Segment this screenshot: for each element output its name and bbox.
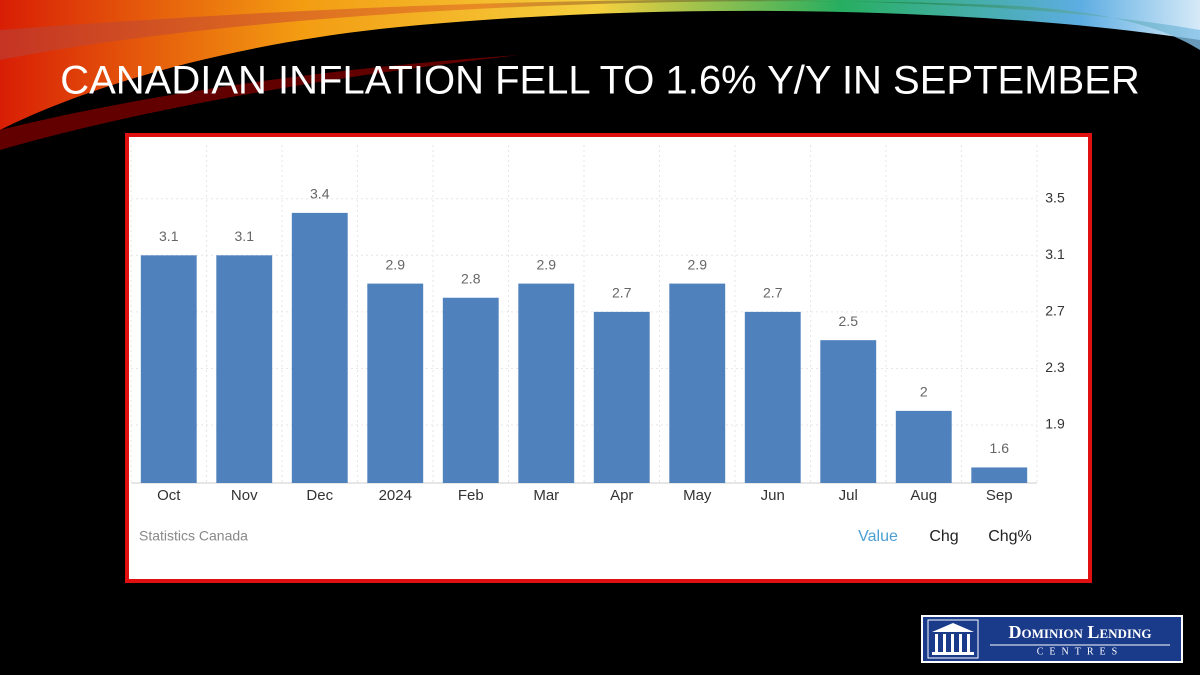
x-tick-label: Jun	[761, 487, 785, 504]
slide-title: CANADIAN INFLATION FELL TO 1.6% Y/Y IN S…	[60, 59, 1140, 103]
x-tick-label: Jul	[839, 487, 858, 504]
y-tick-label: 2.3	[1045, 359, 1065, 375]
bar	[291, 212, 348, 483]
bar	[442, 297, 499, 483]
swoosh	[0, 0, 1200, 130]
swoosh	[0, 0, 1200, 60]
chart: 1.9 2.3 2.7 3.1 3.5 Oct 3.1 Nov 3.1 Dec 3.4 2024 2.9…	[130, 145, 1065, 504]
tab[interactable]: Chg%	[988, 528, 1032, 545]
logo: Dominion Lending CENTRES	[921, 615, 1183, 663]
x-tick-label: Aug	[910, 487, 937, 504]
value-label: 2.8	[461, 270, 481, 286]
x-tick-label: Sep	[986, 487, 1013, 504]
value-label: 2.7	[612, 285, 632, 301]
y-tick-label: 3.1	[1045, 246, 1065, 262]
logo-name: Dominion Lending	[1009, 622, 1152, 642]
value-label: 1.6	[990, 440, 1010, 456]
logo-icon	[932, 623, 974, 655]
x-tick-label: 2024	[379, 487, 412, 504]
bar	[518, 283, 575, 483]
value-label: 2.7	[763, 285, 783, 301]
x-tick-label: Nov	[231, 487, 258, 504]
bar	[895, 410, 952, 483]
bar	[140, 255, 197, 483]
value-label: 2.9	[688, 256, 708, 272]
value-label: 3.1	[235, 228, 255, 244]
y-tick-label: 1.9	[1045, 416, 1065, 432]
bar	[216, 255, 273, 483]
x-tick-label: Feb	[458, 487, 484, 504]
logo-icon	[927, 619, 979, 659]
bar	[744, 311, 801, 483]
value-label: 3.4	[310, 186, 330, 202]
x-tick-label: Dec	[306, 487, 333, 504]
value-label: 2.9	[537, 256, 557, 272]
value-label: 2	[920, 384, 928, 400]
tab[interactable]: Chg	[929, 528, 958, 545]
bar	[820, 340, 877, 483]
source: Statistics Canada	[139, 528, 248, 544]
x-tick-label: Oct	[157, 487, 181, 504]
bar	[971, 467, 1028, 483]
bar	[669, 283, 726, 483]
bar	[367, 283, 424, 483]
x-tick-label: Mar	[533, 487, 559, 504]
y-tick-label: 2.7	[1045, 303, 1065, 319]
value-label: 2.5	[839, 313, 859, 329]
value-label: 2.9	[386, 256, 406, 272]
bar	[593, 311, 650, 483]
x-tick-label: Apr	[610, 487, 633, 504]
logo-sub: CENTRES	[1037, 646, 1123, 657]
x-tick-label: May	[683, 487, 712, 504]
y-tick-label: 3.5	[1045, 189, 1065, 205]
tab[interactable]: Value	[858, 528, 898, 545]
value-label: 3.1	[159, 228, 179, 244]
